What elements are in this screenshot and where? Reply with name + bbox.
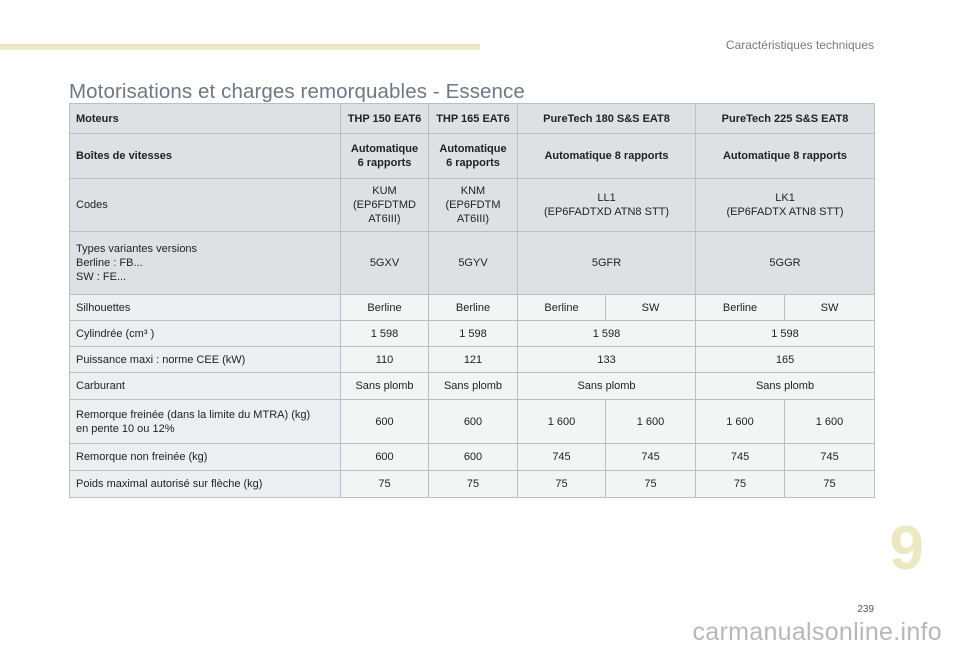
unbraked-trailer-cell: 745	[517, 443, 606, 471]
braked-trailer-cell: 600	[428, 399, 518, 444]
noseweight-cell: 75	[695, 470, 786, 498]
specs-table: Moteurs THP 150 EAT6 THP 165 EAT6 PureTe…	[69, 103, 876, 498]
engine-cell: THP 165 EAT6	[428, 103, 518, 134]
braked-trailer-cell: 1 600	[784, 399, 876, 444]
watermark: carmanualsonline.info	[692, 618, 942, 646]
variants-row: Types variantes versions Berline : FB...…	[69, 231, 876, 295]
variant-cell: 5GFR	[516, 231, 697, 295]
unbraked-trailer-cell: 745	[604, 443, 697, 471]
power-row: Puissance maxi : norme CEE (kW) 110 121 …	[69, 346, 876, 373]
engine-cell: THP 150 EAT6	[340, 103, 429, 134]
unbraked-trailer-label: Remorque non freinée (kg)	[69, 443, 341, 471]
variants-label: Types variantes versions Berline : FB...…	[69, 231, 341, 295]
codes-row: Codes KUM (EP6FDTMD AT6III) KNM (EP6FDTM…	[69, 178, 876, 232]
power-cell: 121	[428, 346, 518, 373]
gearbox-cell: Automatique 8 rapports	[695, 133, 876, 179]
noseweight-row: Poids maximal autorisé sur flèche (kg) 7…	[69, 470, 876, 498]
braked-trailer-cell: 1 600	[695, 399, 786, 444]
noseweight-cell: 75	[517, 470, 606, 498]
silhouette-cell: Berline	[517, 294, 606, 321]
code-cell: LL1 (EP6FADTXD ATN8 STT)	[516, 178, 697, 232]
unbraked-trailer-cell: 600	[428, 443, 518, 471]
codes-label: Codes	[69, 178, 341, 232]
engine-cell: PureTech 180 S&S EAT8	[516, 103, 697, 134]
power-cell: 110	[340, 346, 429, 373]
displacement-cell: 1 598	[695, 320, 876, 347]
power-cell: 165	[695, 346, 876, 373]
unbraked-trailer-cell: 745	[784, 443, 876, 471]
code-cell: LK1 (EP6FADTX ATN8 STT)	[695, 178, 876, 232]
variant-cell: 5GGR	[695, 231, 876, 295]
braked-trailer-cell: 1 600	[517, 399, 606, 444]
accent-band	[0, 44, 480, 50]
variant-cell: 5GYV	[428, 231, 518, 295]
fuel-cell: Sans plomb	[695, 372, 876, 400]
noseweight-label: Poids maximal autorisé sur flèche (kg)	[69, 470, 341, 498]
unbraked-trailer-row: Remorque non freinée (kg) 600 600 745 74…	[69, 443, 876, 471]
silhouette-cell: Berline	[695, 294, 786, 321]
unbraked-trailer-cell: 600	[340, 443, 429, 471]
displacement-cell: 1 598	[340, 320, 429, 347]
code-cell: KNM (EP6FDTM AT6III)	[428, 178, 518, 232]
displacement-cell: 1 598	[428, 320, 518, 347]
braked-trailer-cell: 600	[340, 399, 429, 444]
silhouette-cell: SW	[784, 294, 876, 321]
power-cell: 133	[516, 346, 697, 373]
section-label: Caractéristiques techniques	[725, 38, 874, 52]
engines-row: Moteurs THP 150 EAT6 THP 165 EAT6 PureTe…	[69, 103, 876, 134]
fuel-cell: Sans plomb	[340, 372, 429, 400]
gearbox-row: Boîtes de vitesses Automatique 6 rapport…	[69, 133, 876, 179]
silhouette-cell: SW	[604, 294, 697, 321]
gearbox-cell: Automatique 8 rapports	[516, 133, 697, 179]
variant-cell: 5GXV	[340, 231, 429, 295]
displacement-label: Cylindrée (cm³ )	[69, 320, 341, 347]
fuel-label: Carburant	[69, 372, 341, 400]
gearbox-cell: Automatique 6 rapports	[428, 133, 518, 179]
displacement-cell: 1 598	[516, 320, 697, 347]
chapter-number: 9	[889, 514, 924, 583]
power-label: Puissance maxi : norme CEE (kW)	[69, 346, 341, 373]
noseweight-cell: 75	[604, 470, 697, 498]
fuel-row: Carburant Sans plomb Sans plomb Sans plo…	[69, 372, 876, 400]
silhouette-cell: Berline	[340, 294, 429, 321]
engines-label: Moteurs	[69, 103, 341, 134]
noseweight-cell: 75	[784, 470, 876, 498]
braked-trailer-row: Remorque freinée (dans la limite du MTRA…	[69, 399, 876, 444]
page-number: 239	[857, 604, 874, 615]
braked-trailer-label: Remorque freinée (dans la limite du MTRA…	[69, 399, 341, 444]
gearbox-label: Boîtes de vitesses	[69, 133, 341, 179]
engine-cell: PureTech 225 S&S EAT8	[695, 103, 876, 134]
gearbox-cell: Automatique 6 rapports	[340, 133, 429, 179]
page-title: Motorisations et charges remorquables - …	[69, 79, 525, 103]
silhouette-cell: Berline	[428, 294, 518, 321]
unbraked-trailer-cell: 745	[695, 443, 786, 471]
fuel-cell: Sans plomb	[428, 372, 518, 400]
noseweight-cell: 75	[428, 470, 518, 498]
silhouettes-label: Silhouettes	[69, 294, 341, 321]
fuel-cell: Sans plomb	[516, 372, 697, 400]
silhouettes-row: Silhouettes Berline Berline Berline SW B…	[69, 294, 876, 321]
braked-trailer-cell: 1 600	[604, 399, 697, 444]
displacement-row: Cylindrée (cm³ ) 1 598 1 598 1 598 1 598	[69, 320, 876, 347]
noseweight-cell: 75	[340, 470, 429, 498]
code-cell: KUM (EP6FDTMD AT6III)	[340, 178, 429, 232]
